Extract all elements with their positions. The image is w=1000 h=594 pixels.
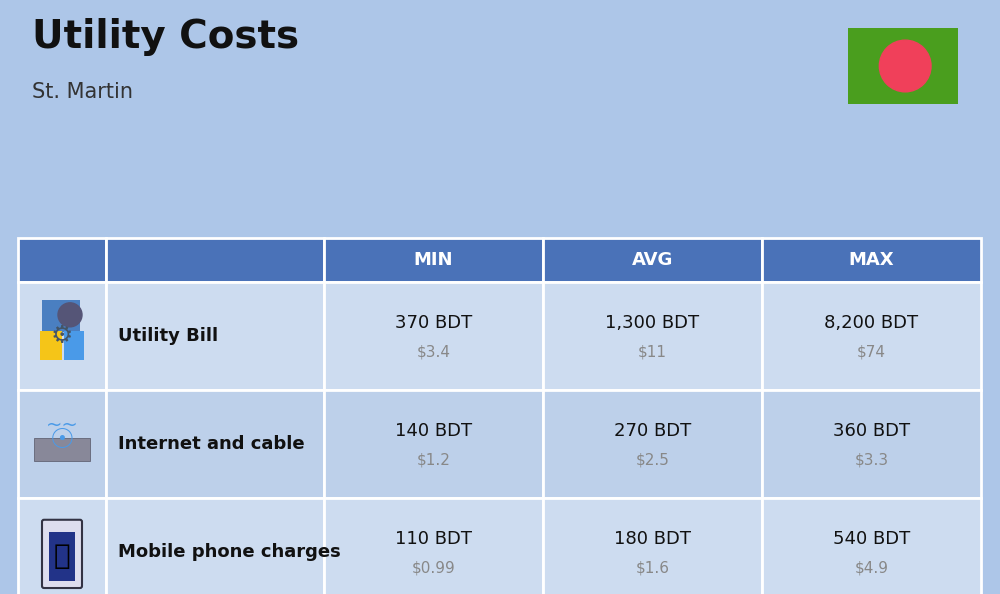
Bar (18, 282, 106, 390)
Bar (18, 238, 106, 282)
Text: $4.9: $4.9 (854, 561, 889, 576)
Text: MIN: MIN (414, 251, 453, 269)
Text: ☉: ☉ (50, 426, 74, 454)
Text: $0.99: $0.99 (412, 561, 455, 576)
FancyBboxPatch shape (42, 520, 82, 588)
Bar (106, 238, 324, 282)
Text: 📱: 📱 (54, 542, 70, 570)
Text: 540 BDT: 540 BDT (833, 530, 910, 548)
Bar (848, 28, 958, 104)
Bar (543, 282, 762, 390)
Text: 140 BDT: 140 BDT (395, 422, 472, 440)
Text: 370 BDT: 370 BDT (395, 314, 472, 332)
Bar (49, 532, 75, 581)
Bar (543, 390, 762, 498)
Circle shape (879, 40, 931, 92)
Text: $1.2: $1.2 (417, 453, 450, 467)
Text: St. Martin: St. Martin (32, 82, 133, 102)
Text: 8,200 BDT: 8,200 BDT (824, 314, 919, 332)
Bar (40, 331, 62, 360)
Bar (106, 390, 324, 498)
Bar (762, 282, 981, 390)
Text: $3.4: $3.4 (416, 345, 450, 360)
Bar (106, 498, 324, 594)
Bar (324, 390, 543, 498)
Text: 180 BDT: 180 BDT (614, 530, 691, 548)
Bar (762, 238, 981, 282)
Bar (324, 498, 543, 594)
Bar (34, 438, 90, 460)
Bar (18, 498, 106, 594)
Text: 1,300 BDT: 1,300 BDT (605, 314, 700, 332)
Bar (106, 282, 324, 390)
Text: $2.5: $2.5 (636, 453, 669, 467)
Bar (324, 282, 543, 390)
Text: ⚙: ⚙ (51, 324, 73, 348)
Text: MAX: MAX (849, 251, 894, 269)
Bar (762, 390, 981, 498)
Text: 270 BDT: 270 BDT (614, 422, 691, 440)
Bar (543, 238, 762, 282)
Bar (543, 498, 762, 594)
Text: Internet and cable: Internet and cable (118, 435, 305, 453)
Text: $11: $11 (638, 345, 667, 360)
Text: $74: $74 (857, 345, 886, 360)
Text: Utility Bill: Utility Bill (118, 327, 218, 345)
Text: ~~: ~~ (46, 416, 78, 435)
Bar (42, 301, 80, 332)
Text: AVG: AVG (632, 251, 673, 269)
Text: Mobile phone charges: Mobile phone charges (118, 543, 341, 561)
Bar (762, 498, 981, 594)
Text: 110 BDT: 110 BDT (395, 530, 472, 548)
Bar (324, 238, 543, 282)
Bar (18, 390, 106, 498)
Text: $3.3: $3.3 (854, 453, 889, 467)
Bar (64, 331, 84, 360)
Text: $1.6: $1.6 (636, 561, 670, 576)
Circle shape (58, 303, 82, 327)
Text: Utility Costs: Utility Costs (32, 18, 299, 56)
Text: 360 BDT: 360 BDT (833, 422, 910, 440)
